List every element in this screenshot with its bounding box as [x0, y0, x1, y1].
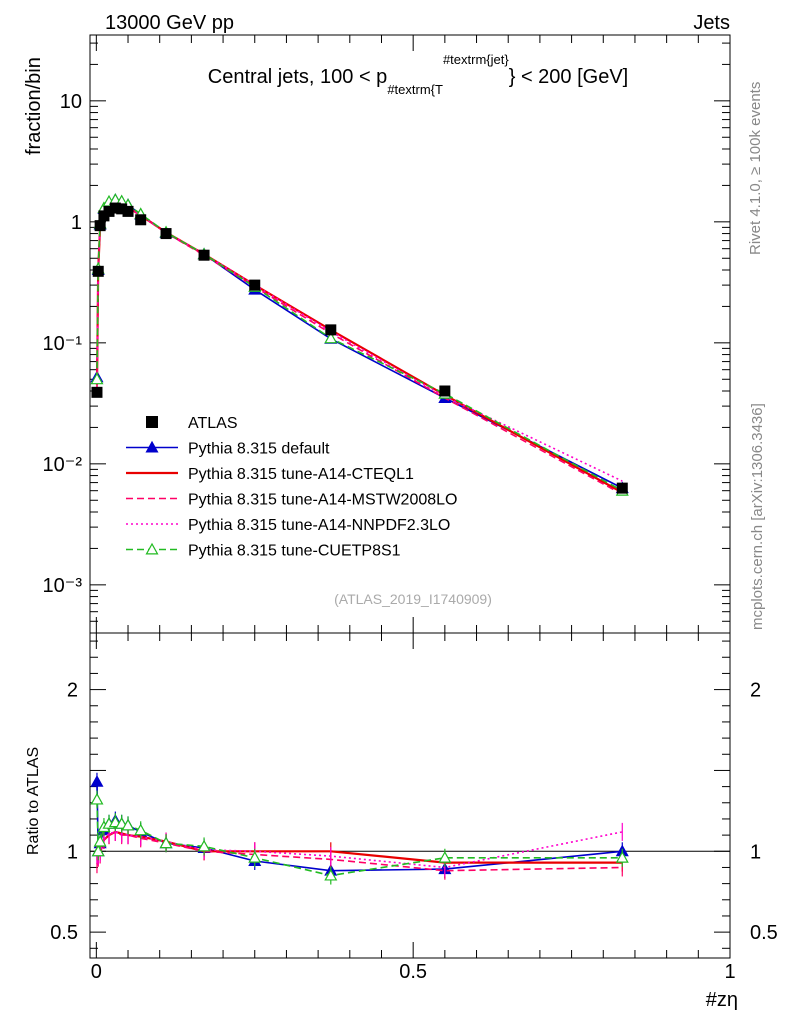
- atlas-data-point: [92, 265, 104, 277]
- atlas-data-point: [116, 203, 128, 215]
- atlas-data-point: [325, 324, 337, 336]
- ratio-marker: [159, 836, 173, 849]
- title-suffix: } < 200 [GeV]: [509, 66, 629, 88]
- ratio-y-tick-label: 2: [67, 680, 78, 702]
- title-superscript: #textrm{jet}: [443, 52, 509, 67]
- x-tick-label: 0.5: [399, 961, 427, 983]
- legend-item: Pythia 8.315 default: [126, 441, 330, 458]
- title-prefix: Central jets, 100 < p: [208, 66, 388, 88]
- atlas-data-point: [616, 482, 628, 494]
- legend-label: ATLAS: [188, 415, 238, 432]
- legend-label: Pythia 8.315 tune-A14-NNPDF2.3LO: [188, 517, 450, 534]
- x-tick-label: 1: [724, 961, 735, 983]
- ratio-line: [95, 830, 623, 864]
- ratio-marker: [324, 868, 338, 881]
- legend-item: Pythia 8.315 tune-A14-MSTW2008LO: [126, 492, 457, 509]
- main-y-label: fraction/bin: [23, 57, 45, 155]
- legend-label: Pythia 8.315 tune-CUETP8S1: [188, 543, 401, 560]
- header-right: Jets: [693, 12, 730, 34]
- ratio-marker: [197, 839, 211, 852]
- atlas-data-point: [249, 279, 261, 291]
- ratio-pythia-8-315-tune-a14-nnpdf2-3lo: [96, 822, 623, 877]
- legend-item: ATLAS: [146, 415, 238, 432]
- rivet-label: Rivet 4.1.0, ≥ 100k events: [747, 82, 764, 255]
- series-marker: [90, 372, 104, 385]
- main-y-ticks: 10 1 10⁻¹ 10⁻² 10⁻³: [43, 42, 730, 634]
- legend-item: Pythia 8.315 tune-CUETP8S1: [126, 543, 401, 560]
- ratio-x-ticks: 0 0.5 1: [91, 633, 736, 983]
- ratio-series: [90, 772, 629, 885]
- series-pythia-8-315-tune-a14-nnpdf2-3lo: [96, 202, 623, 482]
- watermark: (ATLAS_2019_I1740909): [334, 591, 492, 607]
- atlas-data-point: [91, 386, 103, 398]
- series-pythia-8-315-tune-cuetp8s1: [90, 193, 629, 496]
- ratio-marker: [615, 851, 629, 863]
- ratio-marker: [90, 792, 104, 805]
- legend-label: Pythia 8.315 tune-A14-MSTW2008LO: [188, 492, 457, 509]
- main-y-tick-label: 10⁻³: [43, 575, 83, 597]
- ratio-marker: [93, 834, 107, 847]
- main-y-tick-label: 10⁻¹: [43, 333, 83, 355]
- atlas-data-point: [198, 249, 210, 261]
- ratio-pythia-8-315-tune-a14-cteql1: [95, 822, 623, 872]
- legend-item: Pythia 8.315 tune-A14-NNPDF2.3LO: [126, 517, 450, 534]
- ratio-marker: [248, 851, 262, 863]
- ratio-line: [96, 831, 623, 869]
- header-left: 13000 GeV pp: [105, 12, 234, 34]
- main-y-tick-label: 1: [71, 212, 82, 234]
- ratio-marker: [438, 851, 452, 863]
- ratio-line: [96, 781, 623, 872]
- series-pythia-8-315-tune-a14-mstw2008lo: [96, 202, 623, 496]
- ratio-marker: [90, 775, 104, 787]
- legend-label: Pythia 8.315 tune-A14-CTEQL1: [188, 466, 414, 483]
- ratio-y-tick-label: 1: [67, 841, 78, 863]
- legend-swatch-square: [146, 416, 158, 428]
- series-atlas: [91, 202, 628, 494]
- chart-title: Central jets, 100 < p#textrm{T#textrm{je…: [208, 52, 628, 97]
- main-y-tick-label: 10: [60, 91, 82, 113]
- main-y-tick-label: 10⁻²: [43, 454, 83, 476]
- series-line: [96, 198, 623, 489]
- ratio-line: [96, 799, 623, 877]
- title-subscript: #textrm{T: [387, 82, 443, 97]
- ratio-y-tick-label-right: 1: [750, 841, 761, 863]
- legend-swatch-marker: [145, 440, 159, 453]
- atlas-data-point: [109, 202, 121, 214]
- legend-item: Pythia 8.315 tune-A14-CTEQL1: [126, 466, 414, 483]
- ratio-y-label: Ratio to ATLAS: [25, 747, 42, 855]
- ratio-y-tick-label: 0.5: [50, 922, 78, 944]
- legend: ATLAS Pythia 8.315 default Pythia 8.315 tu…: [126, 415, 457, 560]
- legend-swatch-marker: [145, 542, 159, 555]
- mcplots-label: mcplots.cern.ch [arXiv:1306.3436]: [749, 403, 766, 630]
- main-x-ticks: [95, 35, 731, 633]
- atlas-data-point: [439, 385, 451, 397]
- ratio-y-tick-label-right: 0.5: [750, 922, 778, 944]
- ratio-marker: [121, 818, 135, 831]
- main-series: [90, 193, 629, 496]
- atlas-data-point: [135, 214, 147, 226]
- series-line: [96, 202, 623, 496]
- ratio-y-tick-label-right: 2: [750, 680, 761, 702]
- ratio-pythia-8-315-tune-cuetp8s1: [90, 790, 629, 885]
- ratio-line: [96, 831, 623, 872]
- atlas-data-point: [160, 228, 172, 240]
- ratio-y-ticks: 2 2 1 1 0.5 0.5: [50, 640, 778, 949]
- atlas-data-point: [103, 205, 115, 217]
- ratio-marker: [91, 844, 105, 857]
- ratio-panel: 2 21 10.5 0.5 0 0.5 1 Ratio to ATLAS #zη: [25, 632, 778, 1011]
- series-marker: [324, 331, 338, 344]
- x-tick-label: 0: [91, 961, 102, 983]
- atlas-data-point: [122, 205, 134, 217]
- ratio-marker: [134, 823, 148, 836]
- series-line: [96, 202, 623, 482]
- ratio-frame: [89, 632, 731, 959]
- legend-label: Pythia 8.315 default: [188, 441, 330, 458]
- x-axis-label: #zη: [706, 989, 738, 1011]
- main-frame: [89, 34, 731, 634]
- atlas-data-point: [94, 220, 106, 232]
